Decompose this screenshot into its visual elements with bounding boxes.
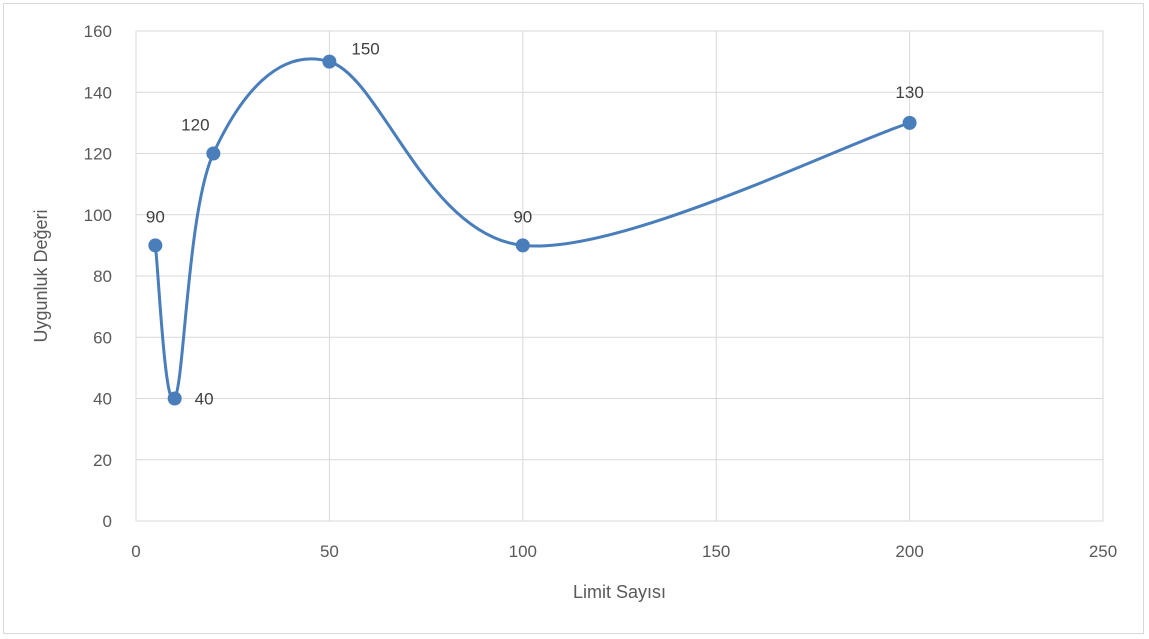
- x-tick-label: 150: [702, 542, 730, 561]
- data-label: 40: [195, 390, 214, 409]
- x-tick-label: 50: [320, 542, 339, 561]
- y-tick-label: 140: [84, 83, 112, 102]
- data-point: [148, 238, 163, 253]
- y-tick-label: 100: [84, 206, 112, 225]
- y-tick-label: 20: [93, 451, 112, 470]
- x-tick-label: 0: [131, 542, 140, 561]
- y-tick-label: 120: [84, 145, 112, 164]
- data-label: 90: [146, 207, 165, 226]
- y-tick-label: 80: [93, 267, 112, 286]
- data-point: [902, 115, 917, 130]
- data-label: 150: [351, 40, 379, 59]
- series: [148, 54, 917, 406]
- y-tick-label: 160: [84, 22, 112, 41]
- y-tick-label: 60: [93, 328, 112, 347]
- data-labels: 90 40 120 150 90 130: [146, 40, 924, 409]
- tick-labels: 0 20 40 60 80 100 120 140 160 0 50 100 150 200 250: [84, 22, 1118, 561]
- x-tick-label: 100: [509, 542, 537, 561]
- x-axis-title: Limit Sayısı: [573, 582, 666, 602]
- data-label: 130: [895, 83, 923, 102]
- x-tick-label: 250: [1089, 542, 1117, 561]
- data-point: [206, 146, 221, 161]
- y-tick-label: 0: [103, 512, 112, 531]
- data-point: [322, 54, 337, 69]
- data-label: 90: [513, 207, 532, 226]
- data-point: [515, 238, 530, 253]
- data-point: [167, 391, 182, 406]
- data-label: 120: [181, 116, 209, 135]
- x-tick-label: 200: [895, 542, 923, 561]
- y-tick-label: 40: [93, 390, 112, 409]
- chart-frame: [3, 3, 1144, 634]
- series-line: [153, 57, 912, 401]
- y-axis-title: Uygunluk Değeri: [31, 209, 51, 342]
- grid: [135, 30, 1104, 522]
